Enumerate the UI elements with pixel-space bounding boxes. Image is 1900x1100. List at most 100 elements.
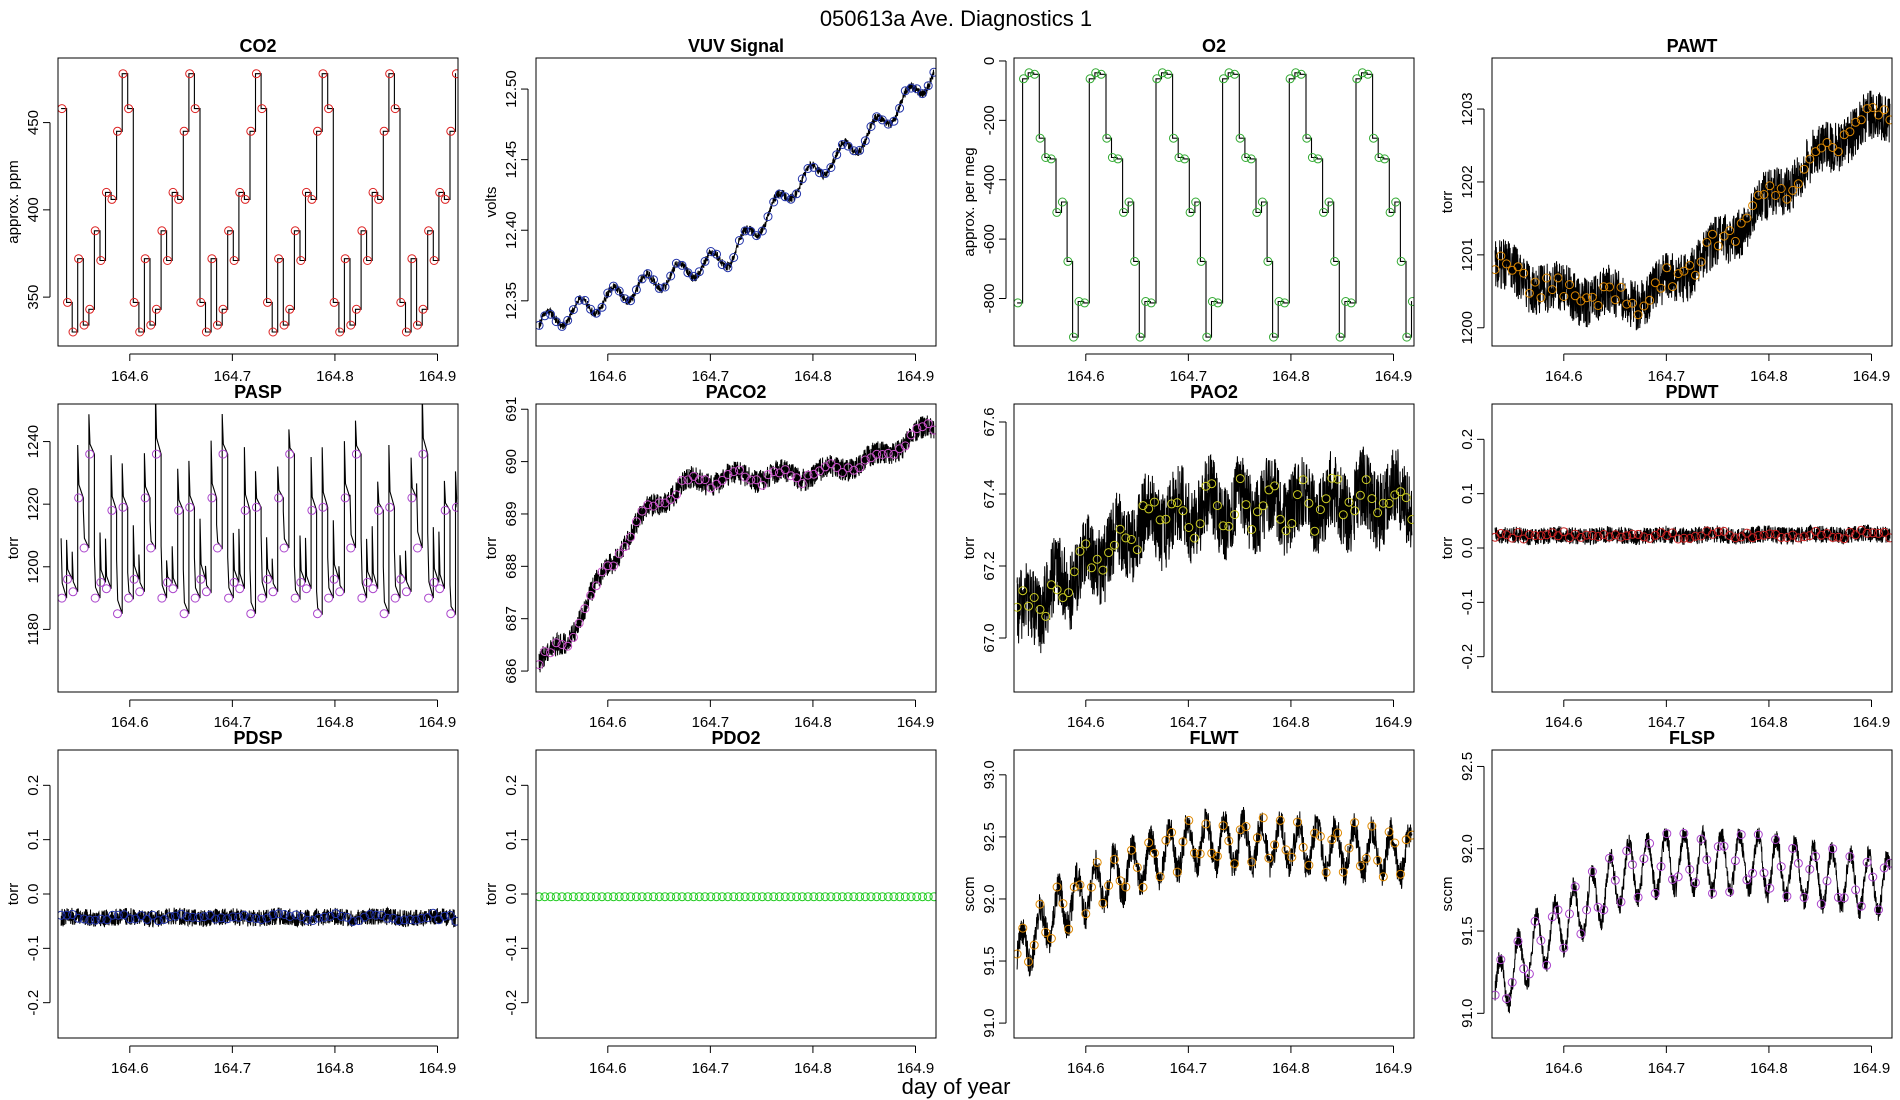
flwt-data-point — [1275, 815, 1285, 825]
paco2-data-point — [597, 567, 607, 577]
pao2-data-point — [1367, 494, 1377, 504]
pao2-x-tick-label: 164.7 — [1170, 714, 1208, 731]
pdo2-data-point — [700, 892, 710, 902]
pawt-data-point — [1668, 282, 1677, 292]
pdwt-data-point — [1656, 528, 1666, 538]
pdwt-data-point — [1633, 529, 1643, 539]
o2-x-tick-label: 164.8 — [1272, 368, 1310, 385]
flwt-data-point — [1104, 881, 1114, 890]
pdwt-plot-area — [1492, 523, 1892, 546]
co2-y-tick-label: 350 — [25, 285, 42, 310]
pdo2-data-point — [603, 892, 613, 902]
flwt-data-point — [1258, 813, 1268, 823]
flwt-data-point — [1029, 940, 1039, 950]
flwt-data-point — [1035, 899, 1045, 909]
flsp-data-point — [1524, 969, 1534, 979]
pdsp-plot-frame — [57, 749, 459, 1039]
flwt-data-point — [1281, 845, 1291, 855]
o2-plot-area — [1014, 68, 1414, 342]
flsp-data-point — [1725, 887, 1735, 897]
pdsp-data-point — [188, 912, 198, 922]
vuv-signal-y-axis-label: volts — [483, 187, 500, 218]
pdsp-x-tick-label: 164.8 — [316, 1060, 354, 1077]
vuv-signal-data-point — [889, 116, 899, 126]
pao2-data-point — [1361, 475, 1371, 485]
pawt-data-point — [1856, 115, 1866, 125]
pawt-data-point — [1519, 268, 1529, 278]
pdwt-x-tick-label: 164.6 — [1545, 714, 1583, 731]
vuv-signal-data-point — [557, 321, 567, 331]
pawt-data-point — [1627, 298, 1637, 308]
o2-y-tick-label: -600 — [981, 224, 998, 254]
flsp-data-point — [1622, 846, 1632, 856]
pdo2-y-tick-label: 0.2 — [503, 775, 520, 796]
flwt-data-point — [1161, 835, 1171, 845]
co2-data-point — [379, 126, 389, 136]
pdwt-panel-title: PDWT — [1666, 382, 1719, 402]
pdwt-data-point — [1547, 528, 1557, 538]
vuv-signal-data-point — [826, 163, 836, 172]
pdo2-data-point — [597, 892, 607, 902]
pdsp-data-point — [199, 912, 209, 922]
co2-data-point — [190, 104, 200, 114]
co2-data-point — [63, 297, 72, 307]
pdsp-data-point — [159, 915, 169, 924]
pdwt-data-point — [1530, 531, 1540, 540]
paco2-data-point — [906, 430, 916, 440]
pdo2-x-tick-label: 164.6 — [589, 1060, 627, 1077]
o2-data-point — [1230, 69, 1240, 79]
o2-data-point — [1157, 68, 1167, 78]
co2-data-point — [257, 104, 267, 114]
pawt-data-point — [1582, 293, 1592, 303]
pdo2-data-point — [780, 892, 790, 902]
flwt-data-point — [1241, 822, 1251, 831]
pawt-y-tick-label: 1201 — [1459, 238, 1476, 271]
paco2-data-point — [563, 641, 573, 651]
pawt-data-point — [1885, 115, 1892, 125]
flwt-data-point — [1115, 876, 1125, 886]
pao2-data-point — [1315, 505, 1325, 515]
flsp-data-point — [1845, 852, 1855, 861]
o2-data-point — [1169, 133, 1178, 143]
o2-data-point — [1313, 154, 1323, 164]
pdsp-data-point — [302, 915, 312, 925]
flwt-data-point — [1298, 842, 1308, 852]
pdo2-data-point — [540, 892, 550, 902]
pdwt-data-point — [1639, 532, 1649, 542]
co2-data-point — [268, 327, 278, 337]
paco2-data-point — [729, 467, 739, 477]
pawt-data-point — [1816, 143, 1826, 153]
co2-data-point — [440, 194, 450, 204]
vuv-signal-data-point — [918, 89, 927, 99]
pdsp-data-point — [440, 911, 449, 921]
pdsp-data-point — [90, 915, 100, 925]
pasp-y-tick-label: 1200 — [25, 550, 42, 583]
pasp-data-point — [185, 502, 195, 512]
co2-y-tick-label: 450 — [25, 110, 42, 135]
pdwt-data-point — [1605, 532, 1614, 542]
pdwt-y-axis: -0.2 -0.1 0.0 0.1 0.2 — [1459, 429, 1485, 670]
co2-data-point — [424, 226, 434, 236]
pdsp-x-tick-label: 164.9 — [419, 1060, 457, 1077]
o2-data-point — [1019, 74, 1028, 84]
pdo2-data-point — [706, 892, 716, 902]
o2-data-point — [1057, 197, 1067, 207]
pasp-x-tick-label: 164.8 — [316, 714, 354, 731]
flsp-data-point — [1542, 960, 1552, 970]
flwt-data-point — [1407, 830, 1414, 840]
o2-data-point — [1302, 133, 1312, 143]
pawt-data-point — [1565, 280, 1574, 290]
o2-data-point — [1085, 74, 1095, 84]
pdo2-data-point — [929, 892, 936, 902]
pdwt-data-point — [1874, 528, 1883, 538]
o2-y-tick-label: 0 — [981, 57, 998, 65]
co2-plot-frame — [57, 57, 459, 347]
pawt-x-axis: 164.6 164.7 164.8 164.9 — [1545, 353, 1890, 385]
flsp-data-point — [1736, 830, 1746, 840]
vuv-signal-markers — [536, 67, 936, 331]
pdo2-data-point — [895, 892, 905, 902]
pdwt-data-point — [1536, 531, 1546, 541]
vuv-signal-data-point — [677, 260, 687, 270]
co2-data-point — [385, 69, 395, 79]
pdo2-data-point — [837, 892, 847, 902]
